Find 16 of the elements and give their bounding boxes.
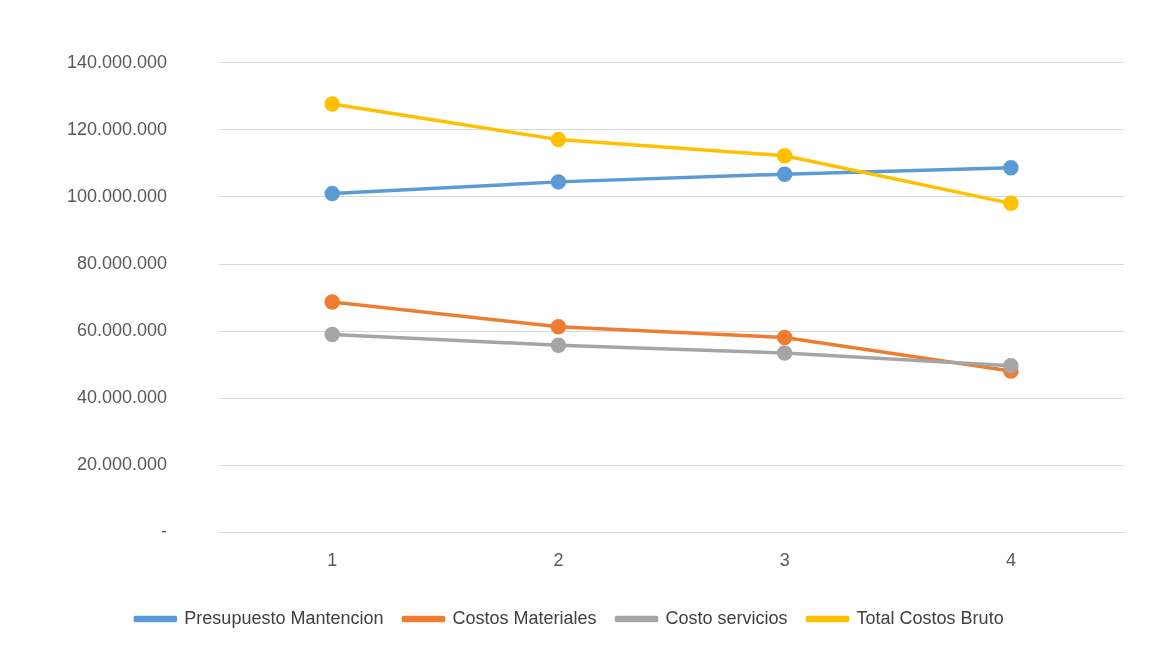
x-tick-label: 1 xyxy=(327,550,338,571)
legend-label: Total Costos Bruto xyxy=(856,607,1004,628)
x-tick-label: 3 xyxy=(779,550,790,571)
y-tick-label: 60.000.000 xyxy=(77,320,168,341)
y-tick-label: 20.000.000 xyxy=(77,454,168,475)
x-tick-label: 2 xyxy=(553,550,564,571)
y-tick-label: - xyxy=(161,521,168,542)
legend-label: Presupuesto Mantencion xyxy=(184,607,384,628)
y-tick-label: 120.000.000 xyxy=(66,118,168,139)
x-tick-label: 4 xyxy=(1005,550,1016,571)
y-tick-label: 80.000.000 xyxy=(77,253,168,274)
y-tick-label: 40.000.000 xyxy=(77,387,168,408)
legend-label: Costo servicios xyxy=(665,607,788,628)
legend-label: Costos Materiales xyxy=(452,607,597,628)
y-tick-label: 140.000.000 xyxy=(66,51,168,72)
y-tick-label: 100.000.000 xyxy=(66,185,168,206)
